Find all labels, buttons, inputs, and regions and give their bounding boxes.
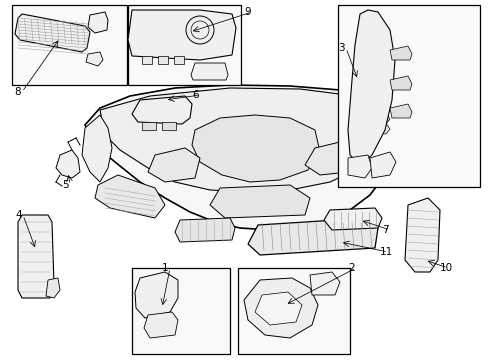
Bar xyxy=(128,5,241,85)
Polygon shape xyxy=(310,272,340,295)
Polygon shape xyxy=(46,278,60,298)
Polygon shape xyxy=(162,122,176,130)
Polygon shape xyxy=(85,85,398,230)
Polygon shape xyxy=(174,56,184,64)
Bar xyxy=(12,5,127,85)
Polygon shape xyxy=(191,63,228,80)
Polygon shape xyxy=(390,46,412,60)
Bar xyxy=(132,268,230,354)
Polygon shape xyxy=(175,218,235,242)
Polygon shape xyxy=(348,10,395,165)
Text: 6: 6 xyxy=(192,90,198,100)
Polygon shape xyxy=(88,12,108,33)
Polygon shape xyxy=(132,96,192,124)
Text: 8: 8 xyxy=(14,87,21,97)
Polygon shape xyxy=(372,115,402,172)
Polygon shape xyxy=(192,115,320,182)
Polygon shape xyxy=(255,292,302,325)
Polygon shape xyxy=(390,76,412,90)
Polygon shape xyxy=(15,14,90,52)
Polygon shape xyxy=(210,185,310,218)
Text: 11: 11 xyxy=(380,247,393,257)
Polygon shape xyxy=(142,56,152,64)
Text: 9: 9 xyxy=(244,7,250,17)
Polygon shape xyxy=(305,142,355,175)
Polygon shape xyxy=(248,218,378,255)
Polygon shape xyxy=(128,10,236,60)
Text: 5: 5 xyxy=(62,180,69,190)
Polygon shape xyxy=(144,312,178,338)
Polygon shape xyxy=(82,115,112,182)
Polygon shape xyxy=(56,150,80,178)
Bar xyxy=(238,268,350,354)
Polygon shape xyxy=(405,198,440,272)
Polygon shape xyxy=(370,122,390,134)
Text: 4: 4 xyxy=(15,210,22,220)
Polygon shape xyxy=(142,122,156,130)
Text: 1: 1 xyxy=(162,263,169,273)
Polygon shape xyxy=(324,208,382,230)
Text: 2: 2 xyxy=(348,263,355,273)
Text: 3: 3 xyxy=(338,43,344,53)
Polygon shape xyxy=(100,88,390,192)
Polygon shape xyxy=(244,278,318,338)
Polygon shape xyxy=(135,272,178,318)
Polygon shape xyxy=(95,175,165,218)
Polygon shape xyxy=(86,52,103,66)
Polygon shape xyxy=(158,56,168,64)
Polygon shape xyxy=(390,104,412,118)
Text: 10: 10 xyxy=(440,263,453,273)
Polygon shape xyxy=(18,215,54,298)
Bar xyxy=(338,5,480,187)
Polygon shape xyxy=(370,102,390,114)
Polygon shape xyxy=(370,152,396,178)
Polygon shape xyxy=(370,112,390,124)
Polygon shape xyxy=(148,148,200,182)
Text: 7: 7 xyxy=(382,225,389,235)
Polygon shape xyxy=(348,155,372,178)
